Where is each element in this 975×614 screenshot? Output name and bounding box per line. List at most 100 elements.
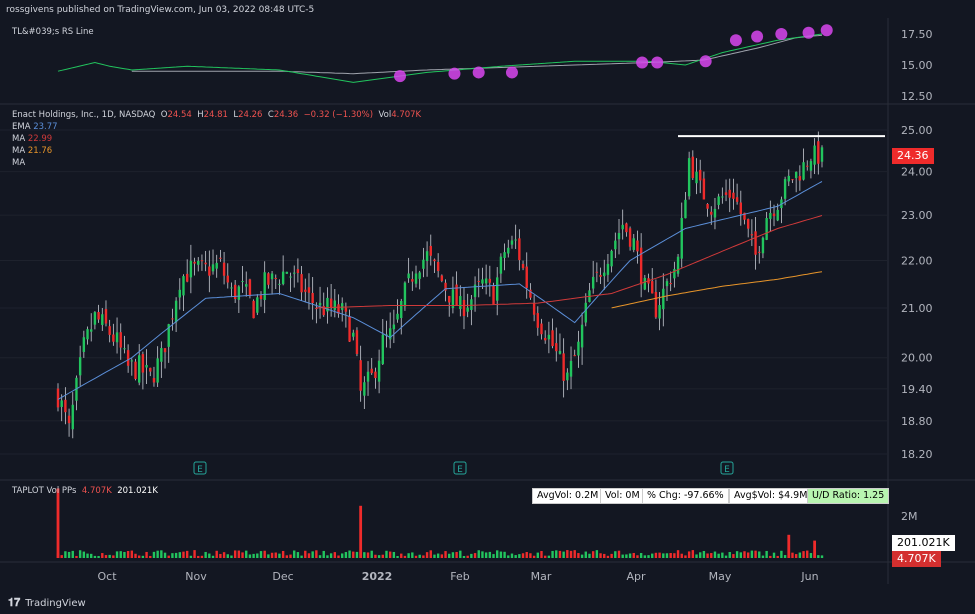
candle-body [651, 281, 654, 294]
candle-body [713, 208, 717, 218]
volume-bar [171, 553, 174, 558]
candle-body [64, 399, 67, 413]
volume-bar [580, 554, 584, 558]
volume-bar [470, 553, 473, 558]
volume-bar [669, 553, 672, 558]
volume-bar [418, 554, 421, 558]
candle-body [555, 343, 558, 352]
candle-body [488, 278, 492, 283]
candle-body [573, 355, 576, 357]
volume-bar [300, 555, 303, 558]
volume-bar [492, 554, 495, 558]
rs-new-high-marker [802, 26, 815, 39]
volume-bar [377, 555, 381, 558]
volume-bar [344, 552, 348, 558]
candle-body [584, 302, 587, 323]
volume-bar [101, 553, 104, 558]
volume-bar [496, 550, 499, 558]
candle-body [300, 274, 303, 293]
volume-bar [566, 550, 569, 558]
volume-bar [141, 555, 145, 558]
candle-body [97, 311, 100, 320]
high-value: 24.81 [203, 110, 228, 120]
volume-bar [274, 552, 277, 558]
candle-body [178, 289, 181, 298]
tradingview-logo-icon: 𝟏𝟕 [8, 596, 21, 609]
rs-new-high-marker [393, 70, 406, 83]
vol-avg-tag: 201.021K [892, 535, 955, 551]
volume-bar [676, 550, 680, 558]
candle-body [776, 209, 779, 221]
volume-bar [584, 551, 587, 558]
volume-bar [466, 555, 469, 558]
candle-body [721, 196, 724, 198]
volume-bar [130, 550, 134, 558]
h-label: H [197, 110, 204, 120]
volume-bar [174, 552, 178, 558]
candle-body [370, 368, 373, 374]
volume-bar [281, 550, 285, 558]
earnings-label: E [457, 465, 463, 475]
candle-body [289, 276, 292, 278]
volume-bar [507, 555, 510, 558]
price-tick-label: 22.00 [901, 254, 933, 267]
volume-bar [226, 554, 229, 558]
rs-new-high-marker [636, 56, 649, 69]
volume-bar [78, 550, 82, 558]
price-tick-label: 20.00 [901, 352, 933, 365]
candle-body [274, 277, 277, 279]
candle-body [813, 145, 816, 165]
candle-body [695, 171, 698, 184]
candle-body [455, 284, 458, 306]
candle-body [333, 300, 337, 310]
candle-body [90, 329, 93, 332]
volume-bar [621, 554, 624, 558]
volume-bar [285, 555, 289, 558]
ohlc-legend: Enact Holdings, Inc., 1D, NASDAQ O24.54 … [12, 110, 421, 120]
ma1-line [316, 215, 823, 309]
x-tick-label: Dec [272, 570, 293, 583]
candle-body [710, 211, 713, 215]
volume-bar [562, 551, 565, 558]
volume-bar [743, 551, 746, 558]
candle-body [518, 238, 521, 261]
volume-bar [278, 553, 281, 558]
volume-bar [318, 555, 322, 558]
candle-body [466, 307, 469, 312]
volume-bar [208, 553, 211, 558]
candle-body [425, 251, 429, 261]
candle-body [329, 298, 333, 308]
candle-body [160, 348, 163, 362]
volume-bar [167, 555, 170, 558]
volume-bar [662, 553, 665, 558]
volume-bar [717, 553, 720, 558]
candle-body [794, 171, 798, 179]
candle-body [311, 292, 314, 303]
candle-body [429, 245, 432, 256]
volume-bar [687, 551, 691, 558]
volume-bar [462, 555, 466, 558]
candle-body [241, 281, 244, 283]
candle-body [411, 279, 414, 282]
volume-bar [263, 550, 266, 558]
volume-bar [794, 554, 798, 558]
candle-body [665, 281, 669, 287]
volume-bar [145, 551, 148, 558]
volume-bar [93, 555, 97, 558]
x-tick-label: Apr [626, 570, 646, 583]
volume-bar [289, 554, 292, 558]
candle-body [101, 314, 104, 325]
volume-bar [119, 551, 122, 558]
ma2-line [611, 271, 823, 309]
ema-line [57, 181, 823, 400]
candle-body [381, 334, 384, 365]
volume-bar [256, 553, 259, 558]
vol-label: Vol [378, 110, 392, 120]
volume-bar [658, 552, 661, 558]
candle-body [503, 252, 506, 258]
volume-bar [732, 554, 735, 558]
publish-info: rossgivens published on TradingView.com,… [6, 5, 315, 15]
volume-bar [340, 553, 344, 558]
candle-body [163, 348, 167, 353]
candle-body [643, 277, 647, 290]
